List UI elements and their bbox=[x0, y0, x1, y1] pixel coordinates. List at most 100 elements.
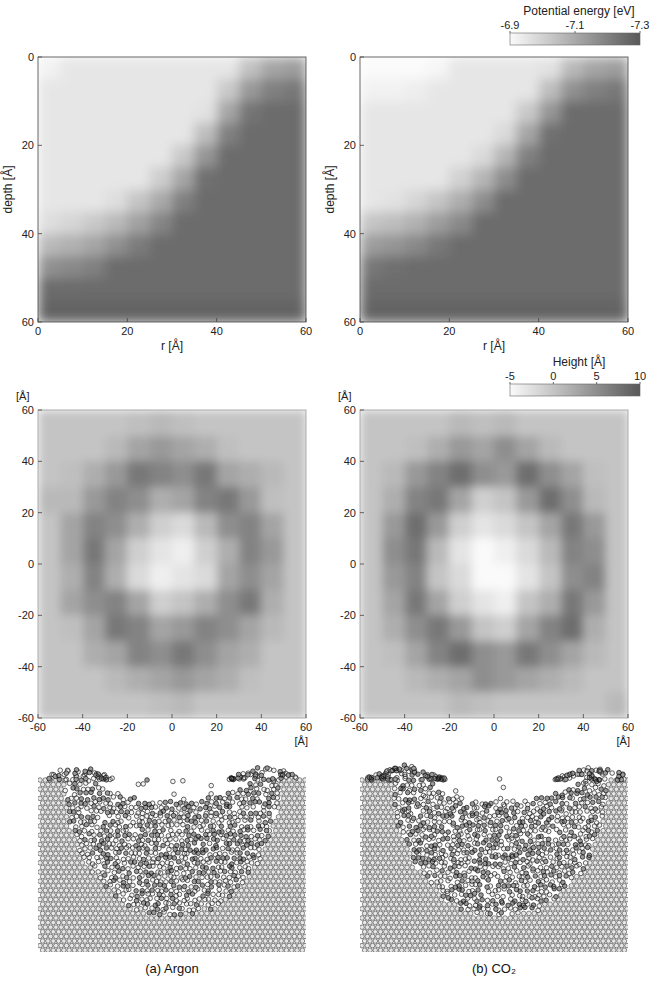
cell bbox=[494, 641, 517, 667]
cell bbox=[239, 461, 262, 487]
cell bbox=[561, 123, 584, 146]
y-axis-title: [Å] bbox=[16, 390, 29, 402]
cell bbox=[606, 234, 628, 257]
x-tick bbox=[583, 714, 584, 718]
y-tick bbox=[38, 410, 42, 411]
colorbar-tick bbox=[640, 382, 641, 384]
cell bbox=[583, 641, 606, 667]
cell bbox=[449, 79, 472, 102]
cell bbox=[472, 641, 495, 667]
cell bbox=[150, 410, 173, 436]
cell bbox=[172, 101, 195, 124]
y-tick bbox=[360, 718, 364, 719]
cell bbox=[239, 101, 262, 124]
cell bbox=[105, 256, 128, 279]
cell bbox=[284, 667, 306, 693]
cell bbox=[539, 256, 562, 279]
cell bbox=[360, 667, 383, 693]
cell bbox=[360, 590, 383, 616]
frame bbox=[38, 410, 306, 718]
cell bbox=[60, 234, 83, 257]
cell bbox=[60, 410, 83, 436]
cell bbox=[38, 167, 61, 190]
x-tick bbox=[216, 714, 217, 718]
cell bbox=[284, 256, 306, 279]
cell bbox=[583, 461, 606, 487]
x-tick bbox=[494, 714, 495, 718]
cell bbox=[284, 615, 306, 641]
atom-snapshot bbox=[38, 766, 306, 952]
cell bbox=[194, 538, 217, 564]
cell bbox=[150, 487, 173, 513]
cell bbox=[606, 278, 628, 301]
cell bbox=[516, 79, 539, 102]
cell bbox=[239, 641, 262, 667]
cell bbox=[405, 692, 428, 718]
cell bbox=[606, 564, 628, 590]
cell bbox=[516, 123, 539, 146]
cell bbox=[382, 513, 405, 539]
y-tick bbox=[360, 564, 364, 565]
cell bbox=[194, 641, 217, 667]
cell bbox=[105, 590, 128, 616]
cell bbox=[472, 615, 495, 641]
cell bbox=[606, 190, 628, 213]
cell bbox=[539, 692, 562, 718]
cell bbox=[539, 410, 562, 436]
y-tick-label: 60 bbox=[22, 404, 34, 416]
cell bbox=[472, 564, 495, 590]
caption: (a) Argon bbox=[145, 961, 198, 976]
cell bbox=[60, 123, 83, 146]
x-tick bbox=[172, 714, 173, 718]
cell bbox=[38, 564, 61, 590]
cell bbox=[217, 667, 240, 693]
cell bbox=[561, 692, 584, 718]
cell bbox=[60, 101, 83, 124]
y-tick-label: 20 bbox=[22, 507, 34, 519]
x-tick-label: 60 bbox=[300, 721, 312, 733]
x-tick bbox=[261, 714, 262, 718]
cell bbox=[217, 234, 240, 257]
cell bbox=[194, 300, 217, 322]
cell bbox=[449, 538, 472, 564]
cell bbox=[583, 256, 606, 279]
cell bbox=[516, 234, 539, 257]
cell bbox=[427, 190, 450, 213]
cell bbox=[38, 461, 61, 487]
x-tick bbox=[628, 714, 629, 718]
cell bbox=[83, 513, 106, 539]
cell bbox=[261, 538, 284, 564]
cell bbox=[38, 436, 61, 462]
cell bbox=[60, 300, 83, 322]
cell bbox=[284, 79, 306, 102]
cell bbox=[472, 190, 495, 213]
cell bbox=[606, 145, 628, 168]
cell bbox=[516, 487, 539, 513]
cell bbox=[150, 79, 173, 102]
cell bbox=[360, 79, 383, 102]
cell bbox=[516, 461, 539, 487]
cell bbox=[217, 692, 240, 718]
cell bbox=[150, 167, 173, 190]
cell bbox=[127, 300, 150, 322]
cell bbox=[405, 145, 428, 168]
cell bbox=[427, 461, 450, 487]
y-tick-label: 0 bbox=[350, 558, 356, 570]
cell bbox=[360, 167, 383, 190]
cell bbox=[405, 513, 428, 539]
cell bbox=[539, 641, 562, 667]
cell bbox=[472, 234, 495, 257]
cell bbox=[60, 461, 83, 487]
cell bbox=[239, 167, 262, 190]
cell bbox=[38, 667, 61, 693]
cell bbox=[561, 300, 584, 322]
cell bbox=[583, 487, 606, 513]
cell bbox=[150, 212, 173, 235]
cell bbox=[472, 461, 495, 487]
cell bbox=[172, 278, 195, 301]
cell bbox=[60, 615, 83, 641]
cell bbox=[583, 57, 606, 80]
cell bbox=[194, 101, 217, 124]
cells bbox=[38, 57, 306, 322]
cell bbox=[239, 278, 262, 301]
